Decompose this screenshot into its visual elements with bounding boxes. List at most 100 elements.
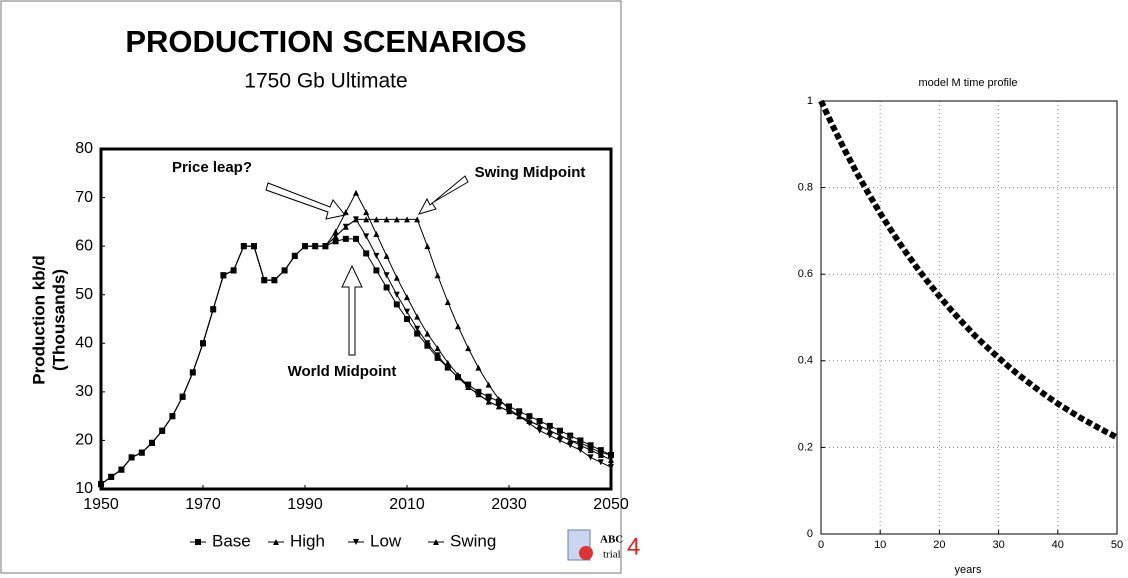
marker [342,209,349,216]
marker [363,216,370,223]
marker [189,369,196,376]
legend-label: Base [212,531,251,550]
x-tick-label: 1990 [287,496,323,513]
y-tick-label: 40 [75,335,93,352]
x-tick-label: 2050 [593,496,629,513]
marker [302,243,308,250]
marker [567,432,574,439]
legend-label: Swing [450,531,496,550]
marker [587,444,594,451]
data-line [100,218,612,485]
marker [383,216,390,223]
marker [200,340,206,347]
marker [434,272,441,279]
marker [567,437,574,444]
y-tick-label: 0.6 [798,268,813,280]
marker [536,427,543,434]
legend-marker [353,539,359,545]
marker [444,299,451,305]
marker [404,316,410,322]
marker [383,272,390,279]
marker [383,252,390,259]
chart-title: model M time profile [918,77,1017,89]
marker [434,345,441,352]
marker [159,427,166,434]
slide-border [0,0,622,574]
y-axis-label: Production kb/d [29,255,48,384]
marker [291,252,298,259]
x-tick-label: 30 [992,539,1004,551]
marker [220,272,227,279]
marker [414,330,421,337]
x-axis-label: years [955,564,982,576]
marker [353,235,359,242]
marker [149,439,155,446]
y-tick-label: 10 [75,480,93,497]
arrow [417,175,469,215]
x-tick-label: 0 [818,539,824,551]
marker [485,393,492,400]
marker [597,459,604,466]
marker [138,449,145,456]
marker [577,439,584,446]
marker [536,422,543,429]
plot-frame [99,147,613,491]
marker [261,277,268,284]
marker [557,432,563,439]
marker [128,454,135,461]
marker [281,267,288,274]
legend-marker [273,539,279,545]
x-tick-label: 10 [874,539,886,551]
y-tick-label: 0.2 [798,441,813,453]
x-tick-label: 20 [933,539,945,551]
x-tick-label: 40 [1052,539,1064,551]
x-tick-label: 2030 [491,496,527,513]
y-tick-label: 30 [75,383,93,400]
marker [169,413,176,420]
marker [465,345,472,352]
y-tick-label: 0.8 [798,182,813,194]
marker [342,223,349,230]
x-tick-label: 1970 [185,496,221,513]
marker [353,189,359,196]
y-tick-label: 50 [75,286,93,303]
marker [414,313,421,320]
marker [393,301,400,308]
marker [332,238,339,245]
data-line [818,99,1119,441]
marker [557,437,563,444]
marker [414,216,421,223]
legend-marker [195,539,201,545]
marker [373,231,380,237]
marker [495,396,502,403]
marker [516,413,523,420]
marker [455,374,461,381]
marker [230,267,237,274]
marker [393,274,400,281]
marker [506,405,512,412]
y-tick-label: 0.4 [798,355,813,367]
marker [495,403,502,410]
marker [475,391,482,398]
marker [363,233,370,240]
marker [424,330,431,337]
marker [98,481,104,488]
marker [373,216,380,223]
y-tick-label: 80 [75,140,93,157]
marker [363,209,370,216]
marker [210,306,217,313]
annotation: Price leap? [172,159,252,176]
marker [373,267,380,274]
data-line [100,218,612,485]
watermark-text: 4 [627,533,640,560]
marker [332,228,339,235]
arrow [341,264,363,356]
marker [475,364,482,371]
marker [434,352,441,359]
marker [383,284,390,291]
y-tick-label: 70 [75,189,93,206]
marker [312,243,319,250]
y-tick-label: 20 [75,432,93,449]
